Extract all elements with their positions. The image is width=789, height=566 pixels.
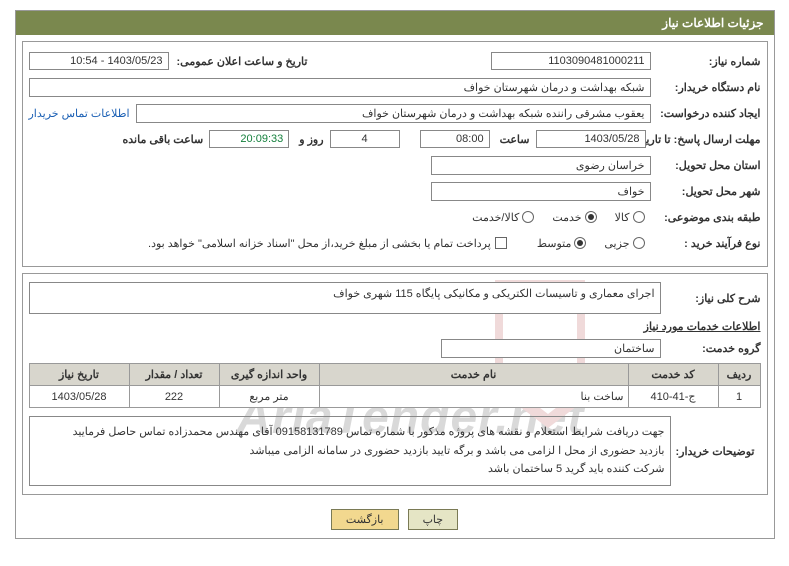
requester-value: یعقوب مشرقی راننده شبکه بهداشت و درمان ش… <box>136 104 651 123</box>
th-qty: تعداد / مقدار <box>129 364 219 386</box>
province-label: استان محل تحویل: <box>651 159 761 172</box>
need-desc-label: شرح کلی نیاز: <box>661 292 761 305</box>
deadline-label: مهلت ارسال پاسخ: تا تاریخ: <box>646 133 761 146</box>
service-group-value: ساختمان <box>441 339 661 358</box>
need-desc-section: شرح کلی نیاز: اجرای معماری و تاسیسات الک… <box>22 273 768 495</box>
services-section-title: اطلاعات خدمات مورد نیاز <box>29 320 761 333</box>
announce-value: 1403/05/23 - 10:54 <box>29 52 169 70</box>
cell-date: 1403/05/28 <box>29 386 129 408</box>
deadline-time: 08:00 <box>420 130 490 148</box>
need-no-value: 1103090481000211 <box>491 52 651 70</box>
cell-qty: 222 <box>129 386 219 408</box>
radio-medium[interactable]: متوسط <box>537 237 587 250</box>
th-row: ردیف <box>718 364 760 386</box>
buyer-org-label: نام دستگاه خریدار: <box>651 81 761 94</box>
back-button[interactable]: بازگشت <box>331 509 399 530</box>
radio-service[interactable]: خدمت <box>552 211 596 224</box>
th-date: تاریخ نیاز <box>29 364 129 386</box>
process-radios: جزیی متوسط <box>537 237 645 250</box>
city-value: خواف <box>431 182 651 201</box>
category-radios: کالا خدمت کالا/خدمت <box>472 211 644 224</box>
buyer-desc-line3: شرکت کننده باید گرید 5 ساختمان باشد <box>36 460 665 479</box>
deadline-date: 1403/05/28 <box>536 130 646 148</box>
radio-both-label: کالا/خدمت <box>472 211 519 224</box>
need-desc-value: اجرای معماری و تاسیسات الکتریکی و مکانیک… <box>29 282 661 314</box>
subject-cat-label: طبقه بندی موضوعی: <box>651 211 761 224</box>
button-row: چاپ بازگشت <box>22 501 768 532</box>
services-table: ردیف کد خدمت نام خدمت واحد اندازه گیری ت… <box>29 363 761 408</box>
days-value: 4 <box>330 130 400 148</box>
cell-unit: متر مربع <box>219 386 319 408</box>
table-row: 1 ج-41-410 ساخت بنا متر مربع 222 1403/05… <box>29 386 760 408</box>
th-unit: واحد اندازه گیری <box>219 364 319 386</box>
buy-process-label: نوع فرآیند خرید : <box>651 237 761 250</box>
payment-note: پرداخت تمام یا بخشی از مبلغ خرید،از محل … <box>148 237 491 250</box>
radio-goods[interactable]: کالا <box>615 211 645 224</box>
buyer-desc-label: توضیحات خریدار: <box>671 416 760 486</box>
remain-label: ساعت باقی مانده <box>119 133 204 146</box>
days-label: روز و <box>295 133 323 146</box>
cell-row: 1 <box>718 386 760 408</box>
service-group-label: گروه خدمت: <box>661 342 761 355</box>
print-button[interactable]: چاپ <box>408 509 459 530</box>
countdown-value: 20:09:33 <box>209 130 289 148</box>
radio-goods-label: کالا <box>615 211 630 224</box>
announce-label: تاریخ و ساعت اعلان عمومی: <box>173 55 308 68</box>
buyer-org-value: شبکه بهداشت و درمان شهرستان خواف <box>29 78 651 97</box>
city-label: شهر محل تحویل: <box>651 185 761 198</box>
radio-service-label: خدمت <box>552 211 581 224</box>
radio-both[interactable]: کالا/خدمت <box>472 211 534 224</box>
th-code: کد خدمت <box>628 364 718 386</box>
need-no-label: شماره نیاز: <box>651 55 761 68</box>
time-label: ساعت <box>496 133 530 146</box>
buyer-desc-line2: بازدید حضوری از محل ا لزامی می باشد و بر… <box>36 442 665 461</box>
radio-minor[interactable]: جزیی <box>604 237 644 250</box>
province-value: خراسان رضوی <box>431 156 651 175</box>
panel-title: جزئیات اطلاعات نیاز <box>16 11 774 35</box>
contact-link[interactable]: اطلاعات تماس خریدار <box>29 107 130 120</box>
radio-medium-label: متوسط <box>537 237 572 250</box>
form-section: شماره نیاز: 1103090481000211 تاریخ و ساع… <box>22 41 768 267</box>
buyer-desc-line1: جهت دریافت شرایط استعلام و نقشه های پروژ… <box>36 423 665 442</box>
details-panel: جزئیات اطلاعات نیاز شماره نیاز: 11030904… <box>15 10 775 539</box>
treasury-checkbox[interactable] <box>495 237 507 249</box>
cell-name: ساخت بنا <box>319 386 628 408</box>
buyer-desc-box: جهت دریافت شرایط استعلام و نقشه های پروژ… <box>29 416 672 486</box>
radio-minor-label: جزیی <box>604 237 629 250</box>
cell-code: ج-41-410 <box>628 386 718 408</box>
th-name: نام خدمت <box>319 364 628 386</box>
requester-label: ایجاد کننده درخواست: <box>651 107 761 120</box>
